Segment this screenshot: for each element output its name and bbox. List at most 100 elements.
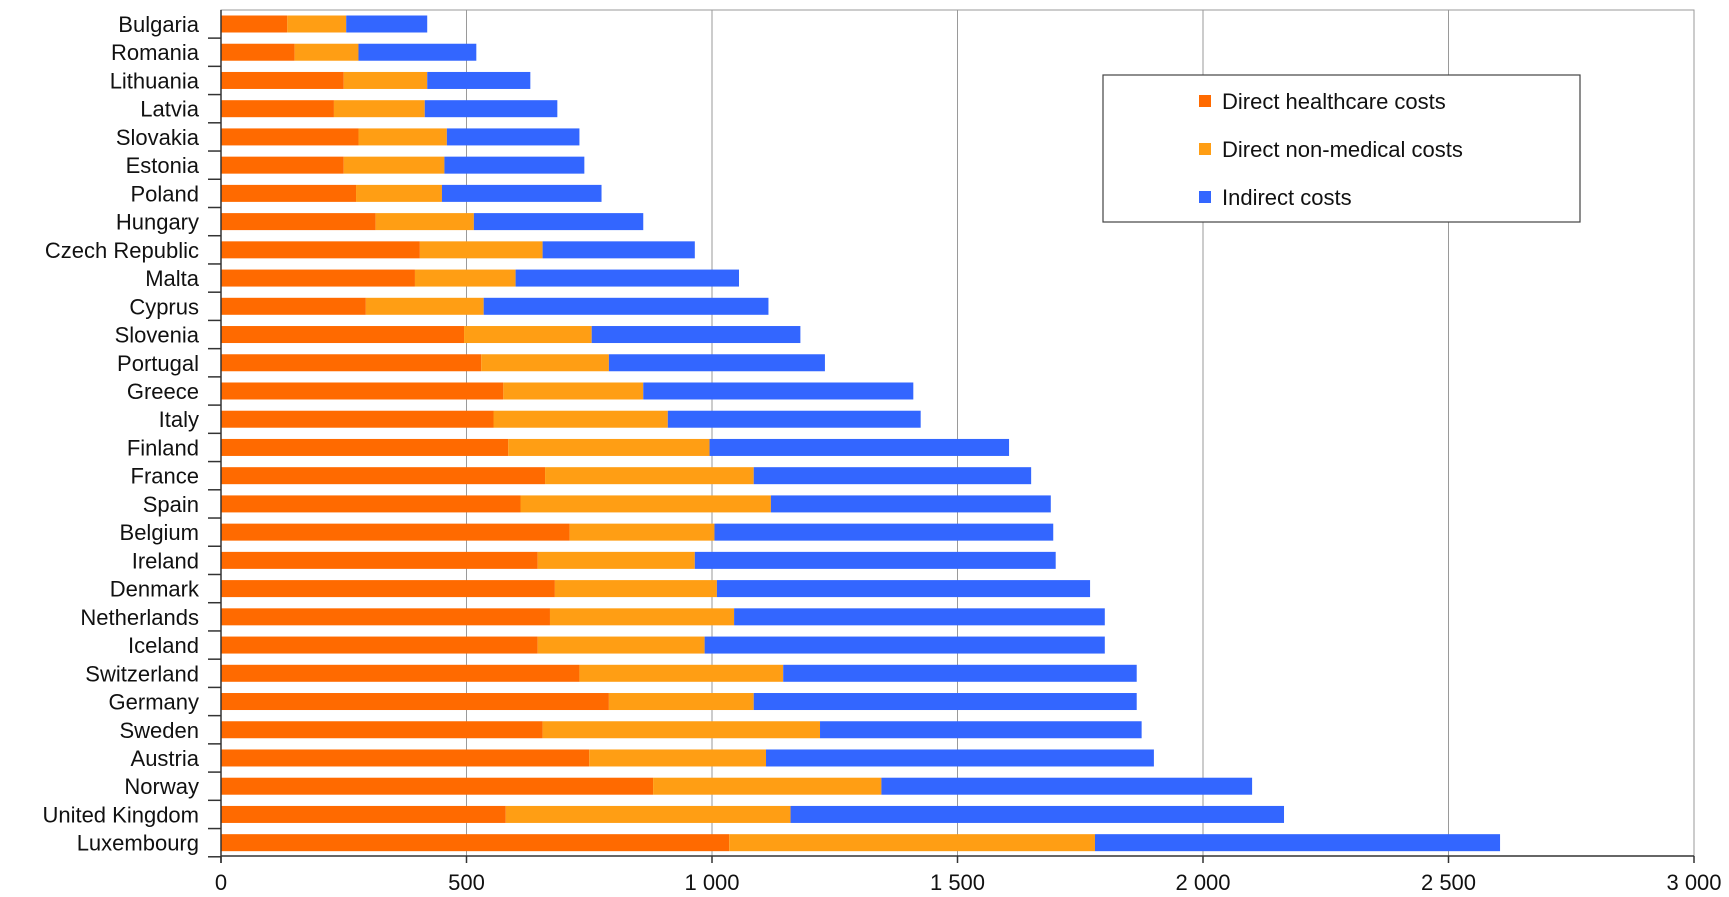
bar-poland-series-2 bbox=[356, 184, 442, 202]
bar-greece-series-3 bbox=[643, 382, 914, 400]
bar-spain-series-3 bbox=[770, 495, 1051, 513]
category-label: Latvia bbox=[140, 97, 199, 122]
bar-sweden-series-1 bbox=[221, 721, 543, 739]
bar-sweden-series-2 bbox=[542, 721, 821, 739]
bar-latvia-series-3 bbox=[424, 100, 558, 118]
bar-luxembourg-series-1 bbox=[221, 834, 730, 852]
bar-iceland-series-2 bbox=[537, 636, 705, 654]
bar-czech-republic-series-3 bbox=[542, 241, 695, 259]
bar-finland-series-1 bbox=[221, 438, 509, 456]
bar-switzerland-series-3 bbox=[783, 664, 1137, 682]
bar-malta-series-1 bbox=[221, 269, 415, 287]
bar-belgium-series-1 bbox=[221, 523, 570, 541]
bar-bulgaria-series-1 bbox=[221, 15, 288, 33]
legend: Direct healthcare costs Direct non-medica… bbox=[1102, 74, 1581, 223]
category-label: Switzerland bbox=[85, 661, 199, 686]
legend-swatch bbox=[1199, 95, 1211, 107]
category-label: Ireland bbox=[132, 548, 199, 573]
bar-lithuania-series-2 bbox=[343, 71, 428, 89]
bar-slovakia-series-3 bbox=[446, 128, 580, 146]
x-tick-label: 0 bbox=[215, 870, 227, 895]
category-label: France bbox=[131, 464, 199, 489]
x-tick-label: 3 000 bbox=[1666, 870, 1721, 895]
bar-germany-series-3 bbox=[753, 693, 1137, 711]
bar-spain-series-1 bbox=[221, 495, 521, 513]
category-label: Poland bbox=[130, 181, 199, 206]
legend-label: Direct non-medical costs bbox=[1222, 137, 1463, 162]
category-label: Estonia bbox=[126, 153, 200, 178]
bar-poland-series-1 bbox=[221, 184, 357, 202]
bar-denmark-series-2 bbox=[554, 580, 717, 598]
bar-estonia-series-2 bbox=[343, 156, 445, 174]
bar-norway-series-2 bbox=[653, 777, 882, 795]
legend-label: Indirect costs bbox=[1222, 185, 1352, 210]
bar-bulgaria-series-3 bbox=[346, 15, 428, 33]
bar-latvia-series-2 bbox=[333, 100, 425, 118]
bar-iceland-series-1 bbox=[221, 636, 538, 654]
bar-czech-republic-series-1 bbox=[221, 241, 420, 259]
x-tick-label: 500 bbox=[448, 870, 485, 895]
bar-ireland-series-3 bbox=[694, 551, 1056, 569]
bar-malta-series-3 bbox=[515, 269, 740, 287]
bar-denmark-series-1 bbox=[221, 580, 555, 598]
bar-romania-series-3 bbox=[358, 43, 477, 61]
bar-austria-series-2 bbox=[589, 749, 767, 767]
category-label: Norway bbox=[124, 774, 199, 799]
axes bbox=[208, 10, 1695, 863]
bar-cyprus-series-1 bbox=[221, 297, 366, 315]
bar-romania-series-2 bbox=[294, 43, 359, 61]
bar-bulgaria-series-2 bbox=[287, 15, 347, 33]
bar-switzerland-series-1 bbox=[221, 664, 580, 682]
bar-hungary-series-3 bbox=[473, 213, 644, 231]
legend-box bbox=[1102, 74, 1581, 223]
bar-italy-series-1 bbox=[221, 410, 494, 428]
legend-label: Direct healthcare costs bbox=[1222, 89, 1446, 114]
x-tick-label: 1 000 bbox=[684, 870, 739, 895]
bar-france-series-3 bbox=[753, 467, 1032, 485]
bars-layer bbox=[221, 15, 1501, 852]
category-label: Cyprus bbox=[129, 294, 199, 319]
category-label: Portugal bbox=[117, 351, 199, 376]
category-label: Slovakia bbox=[116, 125, 200, 150]
bar-estonia-series-3 bbox=[444, 156, 585, 174]
category-label: Sweden bbox=[119, 718, 199, 743]
bar-cyprus-series-3 bbox=[483, 297, 769, 315]
category-label: Slovenia bbox=[115, 323, 200, 348]
bar-finland-series-2 bbox=[508, 438, 710, 456]
bar-slovenia-series-1 bbox=[221, 326, 465, 344]
bar-greece-series-2 bbox=[503, 382, 644, 400]
bar-denmark-series-3 bbox=[716, 580, 1091, 598]
category-label: Germany bbox=[109, 690, 199, 715]
bar-united-kingdom-series-2 bbox=[505, 805, 791, 823]
bar-spain-series-2 bbox=[520, 495, 771, 513]
bar-slovenia-series-2 bbox=[464, 326, 592, 344]
bar-greece-series-1 bbox=[221, 382, 504, 400]
bar-latvia-series-1 bbox=[221, 100, 334, 118]
category-label: Spain bbox=[143, 492, 199, 517]
bar-united-kingdom-series-1 bbox=[221, 805, 506, 823]
bar-netherlands-series-2 bbox=[549, 608, 735, 626]
category-labels: Bulgaria Romania Lithuania Latvia Slovakia Es… bbox=[42, 12, 200, 856]
category-label: Finland bbox=[127, 435, 199, 460]
bar-belgium-series-2 bbox=[569, 523, 715, 541]
category-label: Iceland bbox=[128, 633, 199, 658]
bar-france-series-1 bbox=[221, 467, 546, 485]
bar-portugal-series-3 bbox=[608, 354, 825, 372]
bar-slovakia-series-1 bbox=[221, 128, 359, 146]
category-label: Austria bbox=[131, 746, 200, 771]
bar-poland-series-3 bbox=[441, 184, 602, 202]
bar-ireland-series-1 bbox=[221, 551, 538, 569]
bar-italy-series-2 bbox=[493, 410, 668, 428]
bar-germany-series-1 bbox=[221, 693, 609, 711]
bar-austria-series-3 bbox=[766, 749, 1154, 767]
x-tick-labels: 0 500 1 000 1 500 2 000 2 500 3 000 bbox=[215, 870, 1722, 895]
bar-france-series-2 bbox=[545, 467, 754, 485]
category-label: Hungary bbox=[116, 210, 199, 235]
legend-swatch bbox=[1199, 191, 1211, 203]
legend-swatch bbox=[1199, 143, 1211, 155]
category-label: Luxembourg bbox=[77, 831, 199, 856]
bar-italy-series-3 bbox=[667, 410, 921, 428]
bar-lithuania-series-1 bbox=[221, 71, 344, 89]
category-label: Bulgaria bbox=[118, 12, 199, 37]
